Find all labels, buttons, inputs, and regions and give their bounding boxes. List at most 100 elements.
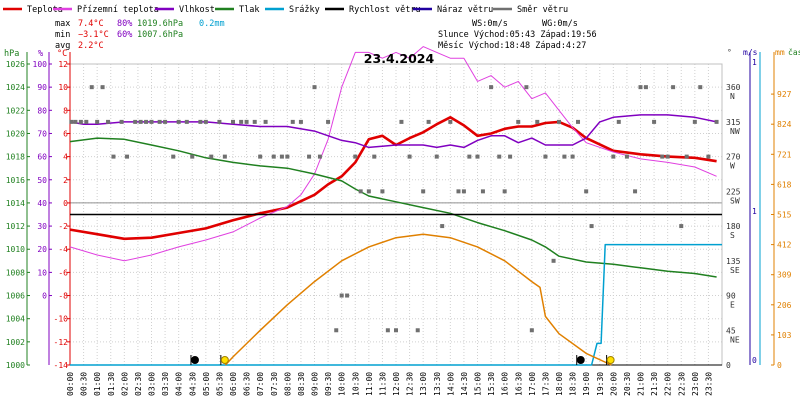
wind-direction-point (652, 119, 657, 124)
stats-min-temp: −3.1°C (78, 30, 109, 40)
stats-min-hum: 60% (117, 30, 132, 40)
pct-tick-label: 10 (37, 268, 47, 277)
wind-direction-point (138, 119, 143, 124)
hpa-tick-label: 1006 (6, 292, 25, 301)
pct-unit: % (38, 49, 43, 59)
axes: hPa% °C1026102410221020101810161014101210… (4, 47, 800, 396)
dir-name-label: SE (730, 266, 740, 275)
wind-direction-point (366, 189, 371, 194)
dir-name-label: N (730, 92, 735, 101)
time-tick-label: 14:30 (460, 372, 469, 396)
wind-direction-point (95, 119, 100, 124)
series-line-3 (69, 137, 717, 278)
hpa-tick-label: 1010 (6, 245, 25, 254)
legend-label: Směr větru (517, 5, 568, 15)
wind-direction-point (551, 258, 556, 263)
pct-tick-label: 60 (37, 153, 47, 162)
legend-label: Teplota (27, 5, 63, 15)
time-tick-label: 16:00 (501, 372, 510, 396)
wind-direction-point (119, 119, 124, 124)
dir-tick-label: 225 (726, 187, 741, 196)
time-tick-label: 06:30 (243, 372, 252, 396)
dir-name-label: NW (730, 127, 740, 136)
hpa-tick-label: 1012 (6, 222, 25, 231)
hours-unit: čas (788, 47, 800, 57)
mm-tick-label: 927 (777, 90, 792, 99)
time-tick-label: 03:00 (148, 372, 157, 396)
wind-direction-point (448, 119, 453, 124)
hpa-tick-label: 1002 (6, 338, 25, 347)
time-tick-label: 23:00 (691, 372, 700, 396)
temp-tick-label: 12 (58, 60, 68, 69)
dir-tick-label: 315 (726, 118, 741, 127)
info-ws: WS:0m/s (472, 19, 508, 29)
wind-direction-point (497, 154, 502, 159)
mm-tick-label: 412 (777, 241, 792, 250)
series-line-6 (224, 233, 612, 366)
dir-unit: ° (727, 48, 732, 57)
dir-tick-label: 45 (726, 326, 736, 335)
wind-direction-point (502, 189, 507, 194)
pct-tick-label: 40 (37, 199, 47, 208)
hpa-tick-label: 1022 (6, 106, 25, 115)
stats-max-press: 1019.6hPa (137, 19, 183, 29)
wind-direction-point (190, 154, 195, 159)
wind-direction-point (157, 119, 162, 124)
time-tick-label: 04:00 (175, 372, 184, 396)
temp-tick-label: -12 (54, 338, 69, 347)
wind-direction-point (144, 119, 149, 124)
time-tick-label: 11:00 (365, 372, 374, 396)
time-tick-label: 00:30 (80, 372, 89, 396)
wind-direction-point (317, 154, 322, 159)
stats-max-rain: 0.2mm (199, 19, 225, 29)
time-tick-label: 10:00 (338, 372, 347, 396)
temp-tick-label: -2 (58, 222, 68, 231)
wind-direction-point (421, 189, 426, 194)
wind-direction-point (133, 119, 138, 124)
hpa-tick-label: 1020 (6, 129, 25, 138)
moonset-icon (190, 356, 199, 364)
wind-direction-point (334, 328, 339, 333)
time-tick-label: 19:30 (596, 372, 605, 396)
wind-direction-point (684, 154, 689, 159)
wind-direction-point (557, 119, 561, 124)
wind-direction-point (665, 154, 670, 159)
wind-direction-point (244, 119, 249, 124)
time-tick-label: 06:00 (229, 372, 238, 396)
stats-avg-label: avg (55, 41, 70, 51)
wind-direction-point (125, 154, 130, 159)
wind-direction-point (562, 154, 567, 159)
wind-direction-point (163, 119, 168, 124)
hpa-tick-label: 1018 (6, 153, 25, 162)
time-tick-label: 05:00 (202, 372, 211, 396)
pct-tick-label: 20 (37, 245, 47, 254)
time-tick-label: 07:30 (270, 372, 279, 396)
wind-direction-point (516, 119, 521, 124)
pct-tick-label: 90 (37, 83, 47, 92)
wind-direction-point (624, 154, 629, 159)
series-line-0 (69, 116, 717, 241)
time-tick-label: 03:30 (161, 372, 170, 396)
wind-direction-point (171, 154, 176, 159)
wind-direction-point (714, 119, 719, 124)
wind-direction-point (611, 154, 616, 159)
mm-tick-label: 618 (777, 180, 792, 189)
wind-direction-point (239, 119, 244, 124)
pct-tick-label: 50 (37, 176, 47, 185)
wind-direction-point (570, 154, 575, 159)
stats-min-press: 1007.6hPa (137, 30, 183, 40)
time-tick-label: 15:30 (487, 372, 496, 396)
time-tick-label: 00:00 (66, 372, 75, 396)
wind-direction-point (339, 293, 344, 298)
wind-direction-point (633, 189, 638, 194)
hpa-tick-label: 1008 (6, 268, 25, 277)
time-tick-label: 02:00 (120, 372, 129, 396)
dir-name-label: NE (730, 335, 740, 344)
mm-unit: mm (775, 48, 785, 57)
wind-direction-point (643, 85, 648, 90)
legend: Teplota Přízemní teplota Vlhkost Tlak Srážky… (3, 5, 568, 15)
wind-direction-point (706, 154, 711, 159)
wind-direction-point (258, 154, 263, 159)
wind-direction-point (358, 189, 363, 194)
wind-direction-point (184, 119, 189, 124)
